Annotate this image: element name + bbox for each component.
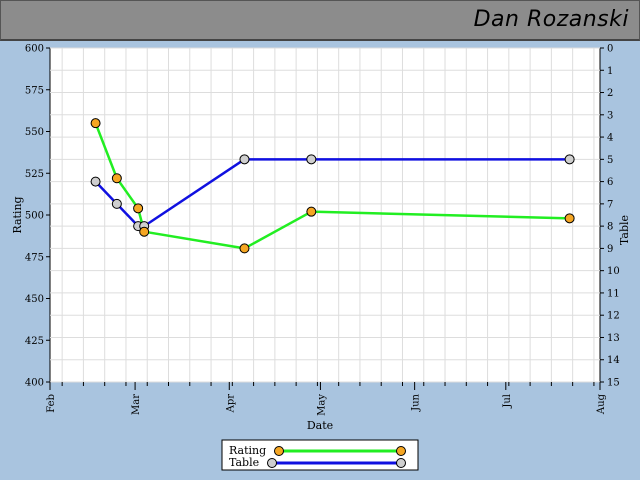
y-left-tick-label: 525 (25, 169, 44, 180)
y-right-tick-label: 7 (607, 199, 613, 210)
table-point (564, 154, 575, 165)
x-tick-label: Feb (46, 394, 57, 413)
x-tick-label: May (316, 394, 327, 416)
legend-box (221, 439, 419, 471)
y-right-tick-label: 4 (607, 133, 613, 144)
y-left-tick-label: 475 (25, 252, 44, 263)
x-tick-label: Mar (131, 394, 142, 415)
legend-label-rating: Rating (229, 444, 266, 457)
y-right-tick-label: 1 (607, 66, 613, 77)
legend-marker-rating-end (396, 446, 406, 456)
legend-label-table: Table (229, 456, 259, 469)
y-right-tick-label: 10 (607, 266, 620, 277)
y-left-tick-label: 600 (25, 44, 44, 55)
rating-point (306, 206, 317, 217)
y-left-tick-label: 450 (25, 294, 44, 305)
legend-marker-table-start (267, 458, 277, 468)
x-axis-label: Date (307, 419, 333, 432)
y-left-tick-label: 500 (25, 211, 44, 222)
x-tick-label: Aug (596, 393, 607, 415)
y-axis-left-label: Rating (11, 196, 24, 233)
y-right-tick-label: 14 (607, 355, 620, 366)
y-right-tick-label: 15 (607, 378, 620, 389)
rating-point (564, 213, 575, 224)
y-right-tick-label: 9 (607, 244, 613, 255)
axes: Feb Mar Apr May Jun Jul Aug4004254504755005255… (25, 44, 620, 416)
y-right-tick-label: 3 (607, 110, 613, 121)
y-axis-right-label: Table (618, 215, 631, 245)
y-right-tick-label: 8 (607, 222, 613, 233)
rating-point (90, 118, 101, 129)
player-name: Dan Rozanski (473, 7, 629, 32)
table-point (111, 198, 122, 209)
y-left-tick-label: 400 (25, 378, 44, 389)
legend-marker-table-end (396, 458, 406, 468)
x-tick-label: Apr (225, 394, 236, 414)
rating-point (111, 173, 122, 184)
series-markers (90, 118, 575, 254)
rating-point (139, 226, 150, 237)
y-right-tick-label: 2 (607, 88, 613, 99)
y-right-tick-label: 0 (607, 44, 613, 55)
rating-point (133, 203, 144, 214)
legend: Rating Table (221, 439, 419, 471)
y-left-tick-label: 550 (25, 127, 44, 138)
title-bar: Dan Rozanski (0, 0, 640, 41)
table-point (239, 154, 250, 165)
y-left-tick-label: 425 (25, 336, 44, 347)
y-right-tick-label: 13 (607, 333, 620, 344)
table-point (306, 154, 317, 165)
y-right-tick-label: 5 (607, 155, 613, 166)
table-point (90, 176, 101, 187)
y-right-tick-label: 6 (607, 177, 613, 188)
y-right-tick-label: 11 (607, 288, 620, 299)
y-left-tick-label: 575 (25, 85, 44, 96)
rating-point (239, 243, 250, 254)
y-right-tick-label: 12 (607, 311, 620, 322)
legend-marker-rating-start (274, 446, 284, 456)
x-tick-label: Jun (411, 393, 422, 411)
plot-area (49, 47, 601, 383)
x-tick-label: Jul (502, 394, 513, 409)
